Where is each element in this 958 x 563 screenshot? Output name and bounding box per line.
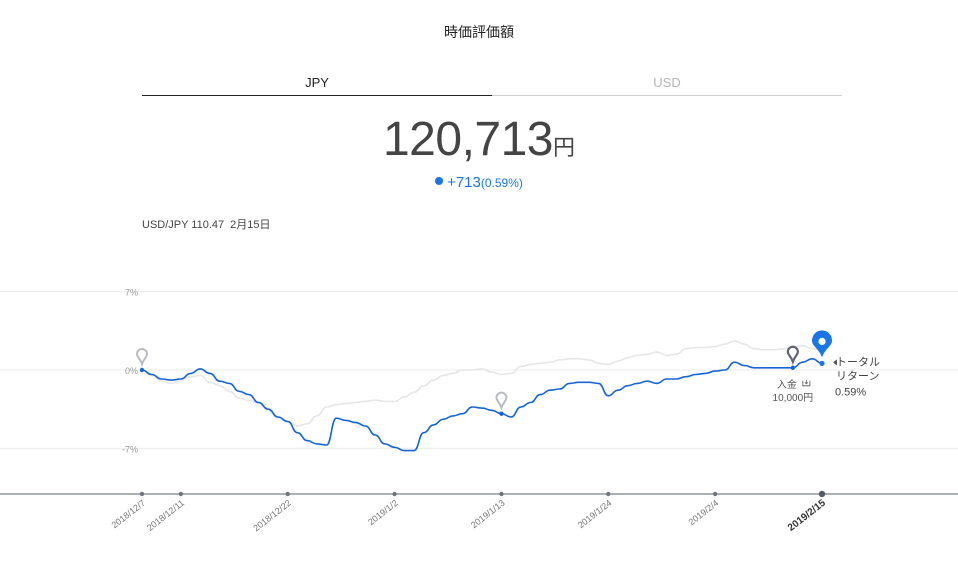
page-title: 時価評価額 bbox=[444, 24, 514, 40]
x-tick-label: 2018/12/22 bbox=[251, 498, 293, 534]
y-tick-label: 7% bbox=[125, 288, 138, 298]
x-tick-label: 2018/12/11 bbox=[145, 498, 186, 533]
fx-rate-info: USD/JPY 110.47 2月15日 bbox=[142, 216, 271, 232]
current-point bbox=[819, 360, 825, 366]
total-return-label-2: リターン bbox=[836, 369, 879, 382]
total-return-label: トータル bbox=[836, 355, 880, 368]
deposit-point bbox=[790, 365, 796, 370]
change-dot-icon bbox=[435, 176, 444, 185]
y-tick-label: -7% bbox=[122, 444, 138, 454]
deposit-icon bbox=[802, 379, 811, 387]
x-tick-label: 2019/1/24 bbox=[576, 498, 614, 531]
y-tick-label: 0% bbox=[125, 366, 138, 376]
x-tick-label: 2019/2/15 bbox=[786, 497, 828, 533]
deposit-amount-label: 10,000円 bbox=[773, 393, 814, 404]
deposit-pin-icon[interactable] bbox=[786, 345, 799, 366]
currency-tabs: JPY USD bbox=[142, 74, 842, 96]
x-tick-label: 2019/1/13 bbox=[469, 498, 507, 531]
fx-pair: USD/JPY 110.47 bbox=[142, 219, 225, 231]
change-amount: +713 bbox=[447, 174, 481, 191]
fx-date: 2月15日 bbox=[230, 219, 271, 231]
valuation-amount: 120,713円 bbox=[0, 112, 958, 167]
change-percent: (0.59%) bbox=[480, 176, 523, 190]
change-summary: +713(0.59%) bbox=[0, 174, 958, 192]
pointer-triangle-icon bbox=[833, 359, 837, 366]
history-point bbox=[499, 411, 504, 416]
current-pin-hole bbox=[818, 337, 826, 345]
x-tick-dot bbox=[712, 491, 718, 497]
x-tick-dot bbox=[178, 491, 184, 497]
valuation-number: 120,713 bbox=[382, 113, 554, 166]
x-tick-label: 2019/2/4 bbox=[687, 498, 721, 527]
x-tick-dot bbox=[392, 491, 397, 497]
history-pin-icon[interactable] bbox=[135, 348, 149, 368]
x-tick-dot bbox=[285, 491, 290, 497]
tab-usd[interactable]: USD bbox=[492, 74, 842, 96]
total-return-value: 0.59% bbox=[835, 386, 866, 398]
history-point bbox=[139, 367, 145, 373]
x-tick-dot bbox=[499, 491, 504, 497]
valuation-unit: 円 bbox=[553, 135, 576, 160]
x-tick-label: 2019/1/2 bbox=[366, 498, 400, 527]
x-tick-dot bbox=[139, 491, 145, 497]
x-tick-dot bbox=[606, 491, 611, 497]
tab-jpy[interactable]: JPY bbox=[142, 74, 492, 96]
benchmark-line bbox=[141, 340, 823, 427]
x-tick-label: 2018/12/7 bbox=[110, 498, 148, 531]
history-pin-icon[interactable] bbox=[495, 391, 508, 411]
deposit-label: 入金 bbox=[777, 378, 797, 391]
x-tick-dot bbox=[818, 490, 826, 498]
portfolio-line bbox=[141, 358, 823, 452]
